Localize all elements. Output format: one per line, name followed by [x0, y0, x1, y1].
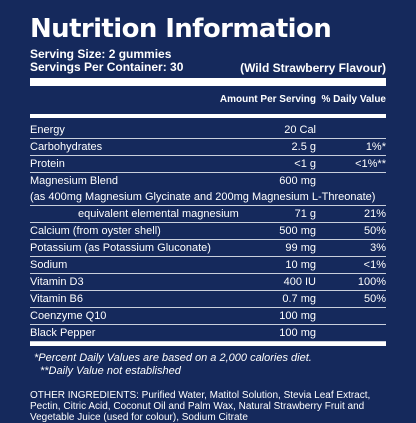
nutrient-amount: 2.5 g [226, 138, 316, 156]
nutrient-row: Black Pepper 100 mg [30, 324, 386, 342]
nutrient-row: Vitamin B6 0.7 mg 50% [30, 290, 386, 308]
nutrient-daily-value: <1% [316, 256, 386, 274]
nutrient-amount: 500 mg [226, 222, 316, 240]
other-ingredients: OTHER INGREDIENTS: Purified Water, Matit… [30, 390, 371, 423]
nutrient-daily-value [316, 122, 386, 139]
nutrient-row: (as 400mg Magnesium Glycinate and 200mg … [30, 189, 386, 206]
nutrient-amount: 100 mg [226, 324, 316, 342]
nutrient-amount: 600 mg [279, 175, 316, 187]
nutrient-daily-value: 50% [316, 290, 386, 308]
flavour-label: (Wild Strawberry Flavour) [240, 61, 386, 75]
nutrient-name: Sodium [30, 256, 226, 274]
nutrient-row: Calcium (from oyster shell) 500 mg 50% [30, 222, 386, 240]
servings-per-container: Servings Per Container: 30 [30, 60, 184, 74]
nutrient-row: Carbohydrates 2.5 g 1%* [30, 138, 386, 156]
nutrient-row: Sodium 10 mg <1% [30, 256, 386, 274]
nutrient-daily-value: 1%* [316, 138, 386, 156]
nutrient-daily-value [316, 307, 386, 325]
nutrient-daily-value: 50% [316, 222, 386, 240]
amount-header: Amount Per Serving [219, 94, 316, 105]
nutrient-row: equivalent elemental magnesium 71 g 21% [30, 205, 386, 223]
nutrient-table: Energy 20 Cal Carbohydrates 2.5 g 1%* Protein… [30, 122, 386, 342]
nutrient-daily-value: 3% [316, 239, 386, 257]
nutrient-row: Energy 20 Cal [30, 122, 386, 139]
footnotes: *Percent Daily Values are based on a 2,0… [30, 352, 386, 378]
nutrient-name: Potassium (as Potassium Gluconate) [30, 239, 226, 257]
nutrient-amount: 20 Cal [226, 122, 316, 139]
nutrient-daily-value [316, 173, 386, 190]
nutrient-name: Carbohydrates [30, 138, 226, 156]
nutrient-name: Calcium (from oyster shell) [30, 222, 226, 240]
nutrient-amount: 99 mg [226, 239, 316, 257]
serving-size: Serving Size: 2 gummies [30, 47, 172, 61]
nutrient-name: Vitamin B6 [30, 290, 226, 308]
nutrient-name: equivalent elemental magnesium [30, 205, 239, 223]
nutrient-name: Magnesium Blend [30, 175, 119, 187]
nutrient-row: Protein <1 g <1%** [30, 155, 386, 173]
nutrient-row: Potassium (as Potassium Gluconate) 99 mg 3… [30, 239, 386, 257]
footnote-daily-values: *Percent Daily Values are based on a 2,0… [34, 352, 312, 364]
nutrient-row: Magnesium Blend 600 mg [30, 173, 386, 190]
nutrient-name: Vitamin D3 [30, 273, 226, 291]
nutrient-amount: 400 IU [226, 273, 316, 291]
nutrient-amount: <1 g [226, 155, 316, 173]
serving-info: Serving Size: 2 gummies Servings Per Con… [30, 48, 386, 76]
nutrient-amount: 0.7 mg [226, 290, 316, 308]
panel-title: Nutrition Information [30, 14, 332, 44]
nutrient-row: Coenzyme Q10 100 mg [30, 307, 386, 325]
nutrient-amount: 100 mg [226, 307, 316, 325]
nutrient-amount: 10 mg [226, 256, 316, 274]
nutrient-daily-value [316, 324, 386, 342]
nutrient-note: (as 400mg Magnesium Glycinate and 200mg … [30, 189, 386, 206]
nutrient-name: Energy [30, 122, 226, 139]
nutrient-name: Protein [30, 155, 226, 173]
nutrition-panel: Nutrition Information Serving Size: 2 gu… [30, 14, 386, 423]
thick-divider [30, 78, 386, 86]
nutrient-daily-value: 21% [316, 205, 386, 223]
nutrient-name: Coenzyme Q10 [30, 307, 226, 325]
nutrient-daily-value: 100% [316, 273, 386, 291]
footnote-not-established: **Daily Value not established [40, 365, 181, 377]
nutrient-daily-value: <1%** [316, 155, 386, 173]
column-header: Amount Per Serving % Daily Value [30, 92, 386, 108]
nutrient-name: Black Pepper [30, 324, 226, 342]
bottom-divider [30, 342, 386, 346]
header-divider [30, 114, 386, 118]
nutrient-amount: 71 g [226, 205, 316, 223]
daily-value-header: % Daily Value [321, 94, 386, 105]
nutrient-row: Vitamin D3 400 IU 100% [30, 273, 386, 291]
